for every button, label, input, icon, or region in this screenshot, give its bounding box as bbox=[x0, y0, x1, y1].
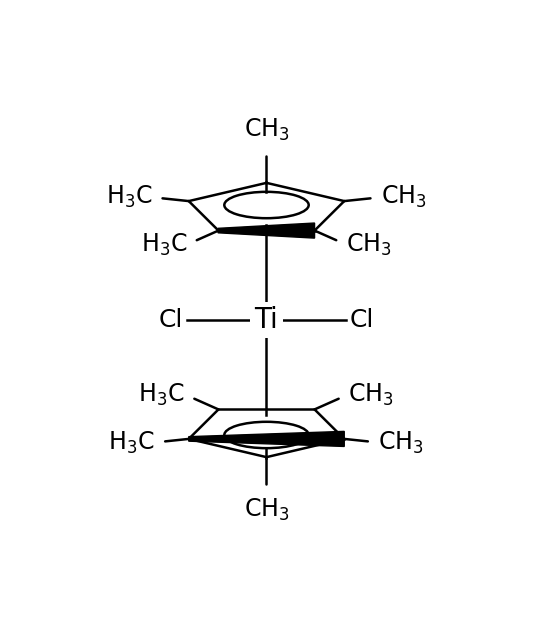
Text: H$_3$C: H$_3$C bbox=[138, 381, 185, 408]
Polygon shape bbox=[189, 431, 344, 447]
Text: CH$_3$: CH$_3$ bbox=[244, 117, 289, 143]
Text: CH$_3$: CH$_3$ bbox=[378, 429, 424, 456]
Text: Cl: Cl bbox=[159, 308, 183, 332]
Text: H$_3$C: H$_3$C bbox=[141, 232, 187, 257]
Text: H$_3$C: H$_3$C bbox=[106, 184, 152, 211]
Text: CH$_3$: CH$_3$ bbox=[244, 497, 289, 523]
Text: CH$_3$: CH$_3$ bbox=[381, 184, 426, 211]
Polygon shape bbox=[219, 223, 314, 238]
Text: Cl: Cl bbox=[350, 308, 374, 332]
Text: CH$_3$: CH$_3$ bbox=[348, 381, 394, 408]
Text: Ti: Ti bbox=[255, 306, 278, 334]
Text: H$_3$C: H$_3$C bbox=[108, 429, 155, 456]
Text: CH$_3$: CH$_3$ bbox=[346, 232, 392, 257]
